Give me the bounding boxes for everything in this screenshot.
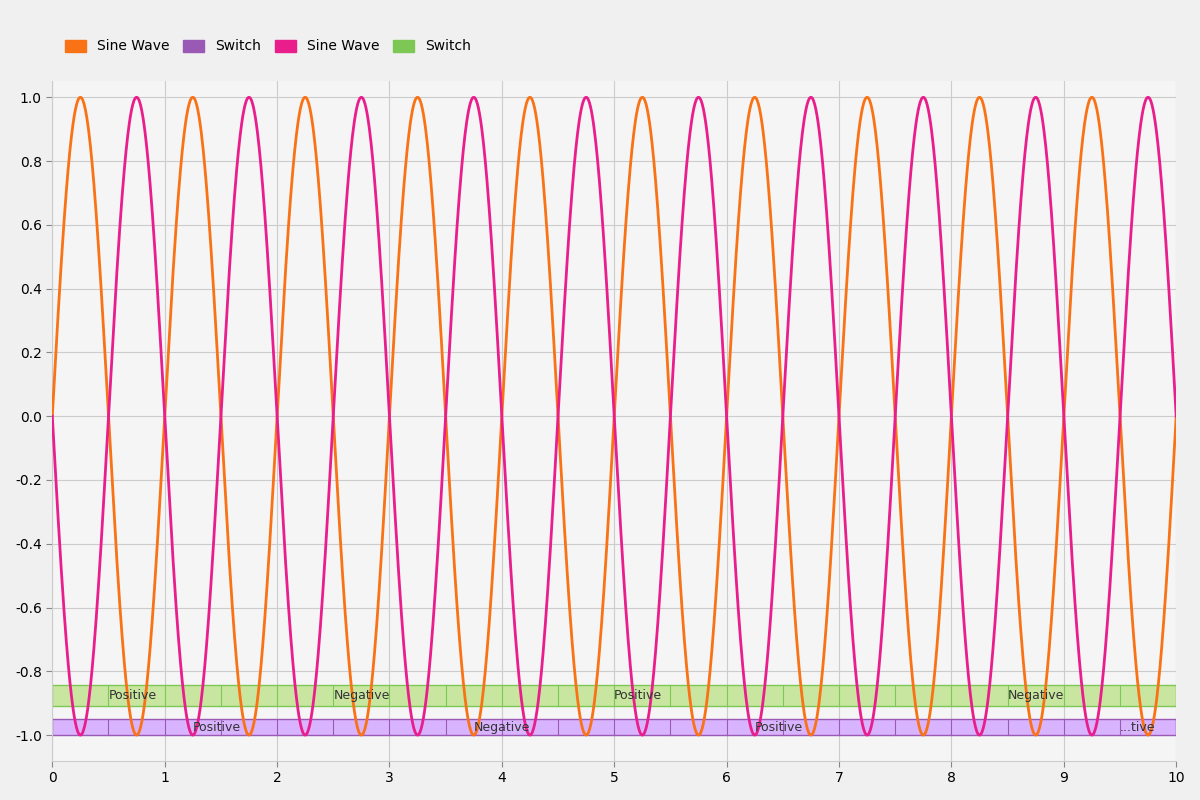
Bar (53, 719, 1176, 735)
Text: Negative: Negative (474, 721, 530, 734)
Bar (53, 685, 1176, 706)
Legend: Sine Wave, Switch, Sine Wave, Switch: Sine Wave, Switch, Sine Wave, Switch (59, 34, 476, 59)
Text: Positive: Positive (108, 689, 157, 702)
Text: ...tive: ...tive (1120, 721, 1156, 734)
Text: Positive: Positive (614, 689, 662, 702)
Text: Positive: Positive (193, 721, 241, 734)
Text: Negative: Negative (334, 689, 390, 702)
Text: Positive: Positive (755, 721, 803, 734)
Text: Negative: Negative (1008, 689, 1064, 702)
